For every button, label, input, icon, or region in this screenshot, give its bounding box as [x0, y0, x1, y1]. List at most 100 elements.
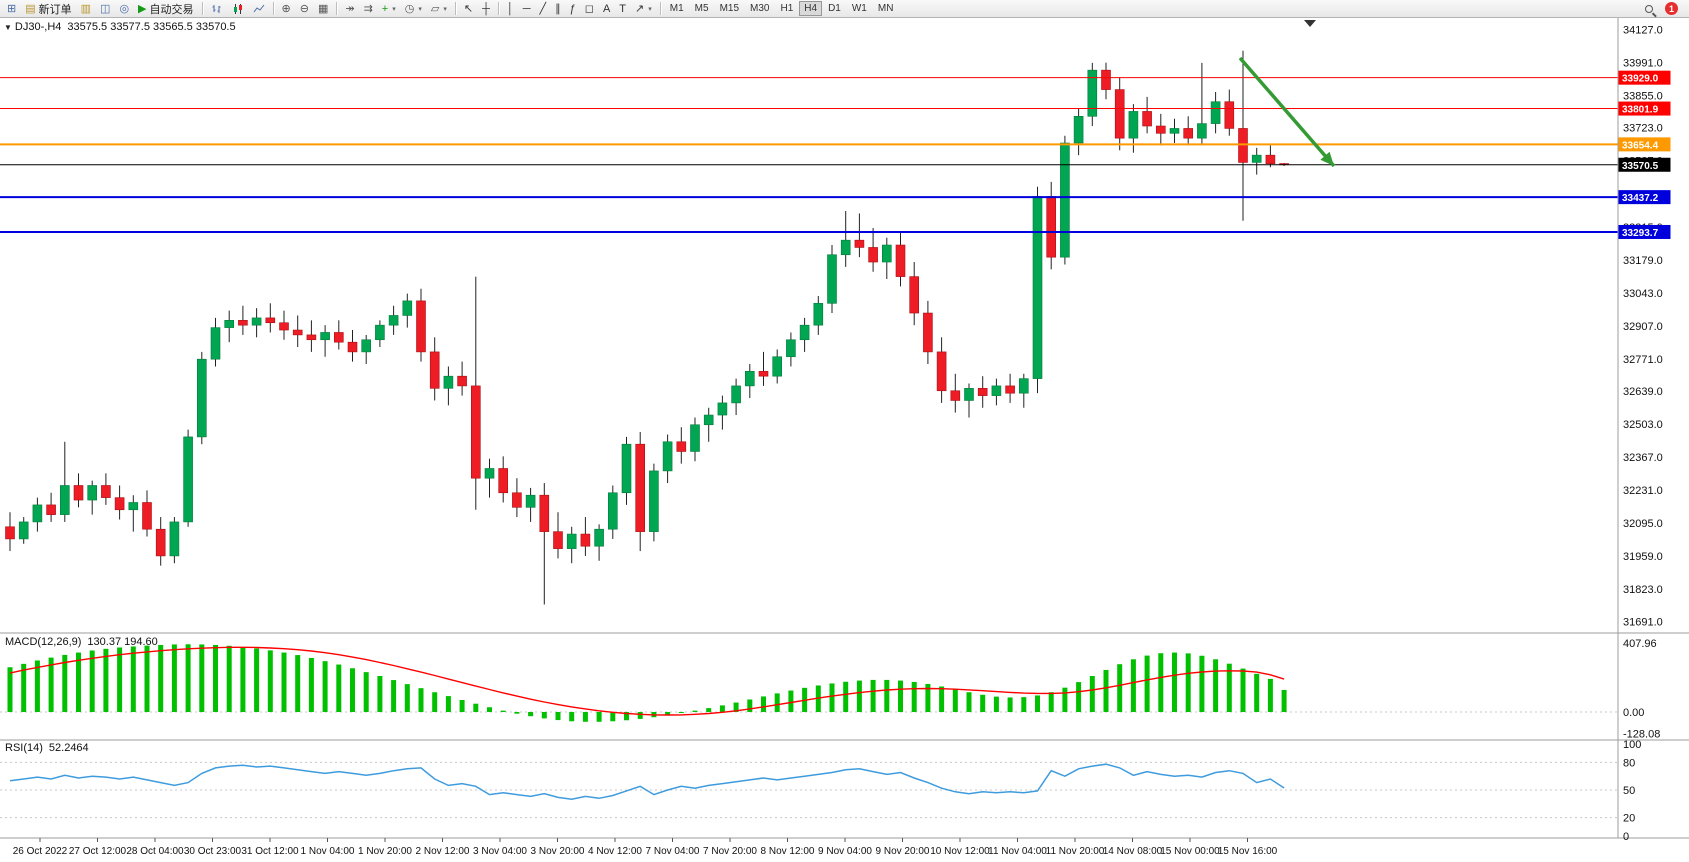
indicators-button[interactable]: + ▾	[378, 1, 400, 17]
auto-scroll-icon: ↠	[345, 2, 355, 15]
tile-windows-icon: ▦	[317, 2, 329, 15]
svg-text:33437.2: 33437.2	[1622, 193, 1659, 204]
chart-shift-button[interactable]: ⇉	[360, 1, 377, 17]
horizontal-line-button[interactable]: ─	[519, 1, 535, 17]
svg-text:3 Nov 04:00: 3 Nov 04:00	[473, 846, 527, 857]
arrows-tool-icon: ↗	[635, 2, 645, 15]
tile-windows-button[interactable]: ▦	[314, 1, 332, 17]
svg-text:4 Nov 12:00: 4 Nov 12:00	[588, 846, 642, 857]
profiles-button[interactable]: ▥	[77, 1, 95, 17]
autotrading-button[interactable]: ▶ 自动交易	[134, 1, 197, 17]
crosshair-icon: ┼	[482, 2, 490, 15]
svg-text:33570.5: 33570.5	[1622, 161, 1659, 172]
svg-text:27 Oct 12:00: 27 Oct 12:00	[69, 846, 127, 857]
text-tool-button[interactable]: A	[599, 1, 614, 17]
svg-text:28 Oct 04:00: 28 Oct 04:00	[126, 846, 184, 857]
svg-text:15 Nov 00:00: 15 Nov 00:00	[1160, 846, 1220, 857]
svg-text:7 Nov 04:00: 7 Nov 04:00	[646, 846, 700, 857]
fibonacci-button[interactable]: ƒ	[566, 1, 580, 17]
arrows-tool-button[interactable]: ↗ ▾	[631, 1, 656, 17]
cursor-button[interactable]: ↖	[460, 1, 477, 17]
svg-text:7 Nov 20:00: 7 Nov 20:00	[703, 846, 757, 857]
shapes-button[interactable]: ◻	[581, 1, 598, 17]
line-chart-icon	[253, 4, 264, 12]
timeframe-w1-button[interactable]: W1	[847, 1, 872, 16]
text-tool-icon: A	[602, 2, 611, 15]
symbol-period-label: DJ30-,H4	[14, 21, 62, 33]
svg-text:33179.0: 33179.0	[1623, 255, 1663, 267]
new-chart-button[interactable]: ⊞	[3, 1, 20, 17]
line-chart-button[interactable]	[249, 1, 269, 17]
search-button[interactable]	[1641, 1, 1657, 17]
crosshair-button[interactable]: ┼	[478, 1, 494, 17]
trendline-button[interactable]: ╱	[536, 1, 551, 17]
svg-text:33723.0: 33723.0	[1623, 123, 1663, 135]
svg-text:50: 50	[1623, 785, 1635, 797]
macd-indicator-label: MACD(12,26,9) 130.37 194.60	[5, 636, 158, 648]
markers	[1304, 20, 1316, 27]
zoom-in-button[interactable]: ⊕	[278, 1, 295, 17]
templates-button[interactable]: ▱ ▾	[427, 1, 451, 17]
chart-canvas[interactable]: 34127.033991.033855.033723.033587.033451…	[0, 18, 1689, 862]
timeframe-mn-button[interactable]: MN	[873, 1, 899, 16]
data-window-button[interactable]: ◫	[96, 1, 114, 17]
timeframe-m15-button[interactable]: M15	[715, 1, 744, 16]
rsi-value: 52.2464	[48, 742, 89, 754]
bar-chart-icon	[212, 4, 221, 13]
vertical-line-button[interactable]: │	[503, 1, 518, 17]
svg-text:0.00: 0.00	[1623, 707, 1644, 719]
fibonacci-icon: ƒ	[569, 2, 576, 15]
macd-layer	[7, 644, 1287, 722]
svg-text:100: 100	[1623, 739, 1641, 751]
timeframe-m5-button[interactable]: M5	[690, 1, 714, 16]
zoom-out-button[interactable]: ⊖	[296, 1, 313, 17]
vertical-line-icon: │	[506, 2, 514, 15]
timeframe-d1-button[interactable]: D1	[823, 1, 846, 16]
chart-background	[0, 18, 1689, 862]
svg-text:33043.0: 33043.0	[1623, 288, 1663, 300]
timeframe-h4-button[interactable]: H4	[799, 1, 823, 16]
one-click-trading-arrow-icon[interactable]: ▼	[4, 23, 12, 32]
new-order-button[interactable]: ▤ 新订单	[21, 1, 75, 17]
chevron-down-icon: ▾	[392, 5, 396, 13]
auto-scroll-button[interactable]: ↠	[341, 1, 358, 17]
periods-button[interactable]: ◷ ▾	[401, 1, 426, 17]
timeframe-h1-button[interactable]: H1	[775, 1, 798, 16]
chart-window: ▼ DJ30-,H4 33575.5 33577.5 33565.5 33570.5…	[0, 18, 1689, 862]
timeframe-m30-button[interactable]: M30	[745, 1, 774, 16]
ohlc-values: 33575.5 33577.5 33565.5 33570.5	[67, 21, 236, 33]
svg-text:32771.0: 32771.0	[1623, 354, 1663, 366]
svg-text:31 Oct 12:00: 31 Oct 12:00	[241, 846, 299, 857]
notification-badge[interactable]: 1	[1665, 2, 1678, 15]
indicators-add-icon: +	[381, 2, 389, 15]
label-tool-button[interactable]: T	[615, 1, 630, 17]
svg-text:10 Nov 12:00: 10 Nov 12:00	[930, 846, 990, 857]
price-badges: 33929.0 33801.9 33654.4 33570.5 33437.2 33293…	[1618, 70, 1671, 239]
new-chart-icon: ⊞	[7, 2, 17, 15]
toolbar-separator	[497, 2, 499, 15]
svg-text:20: 20	[1623, 813, 1635, 825]
hlines-layer	[0, 77, 1618, 233]
svg-text:31959.0: 31959.0	[1623, 551, 1663, 563]
timeframe-m1-button[interactable]: M1	[665, 1, 689, 16]
profiles-icon: ▥	[80, 2, 92, 15]
trendline-icon: ╱	[539, 2, 547, 15]
bar-chart-button[interactable]	[207, 1, 227, 17]
candlestick-button[interactable]	[228, 1, 248, 17]
candles-layer	[5, 50, 1289, 605]
svg-text:32231.0: 32231.0	[1623, 485, 1663, 497]
strategy-tester-button[interactable]: ◎	[115, 1, 133, 17]
channel-button[interactable]: ∥	[551, 1, 565, 17]
svg-text:33855.0: 33855.0	[1623, 91, 1663, 103]
toolbar: ⊞ ▤ 新订单 ▥ ◫ ◎ ▶ 自动交易 ⊕ ⊖ ▦ ↠ ⇉ + ▾ ◷ ▾ ▱ ▾ ↖ …	[0, 0, 1689, 18]
svg-text:0: 0	[1623, 831, 1629, 843]
svg-text:26 Oct 2022: 26 Oct 2022	[13, 846, 68, 857]
channel-icon: ∥	[555, 2, 561, 15]
svg-text:33293.7: 33293.7	[1622, 228, 1659, 239]
horizontal-line-icon: ─	[522, 2, 531, 15]
chart-title: ▼ DJ30-,H4 33575.5 33577.5 33565.5 33570.5	[4, 21, 236, 33]
search-icon	[1645, 4, 1653, 13]
zoom-out-icon: ⊖	[299, 2, 309, 15]
toolbar-separator	[272, 2, 274, 15]
svg-text:33991.0: 33991.0	[1623, 58, 1663, 70]
